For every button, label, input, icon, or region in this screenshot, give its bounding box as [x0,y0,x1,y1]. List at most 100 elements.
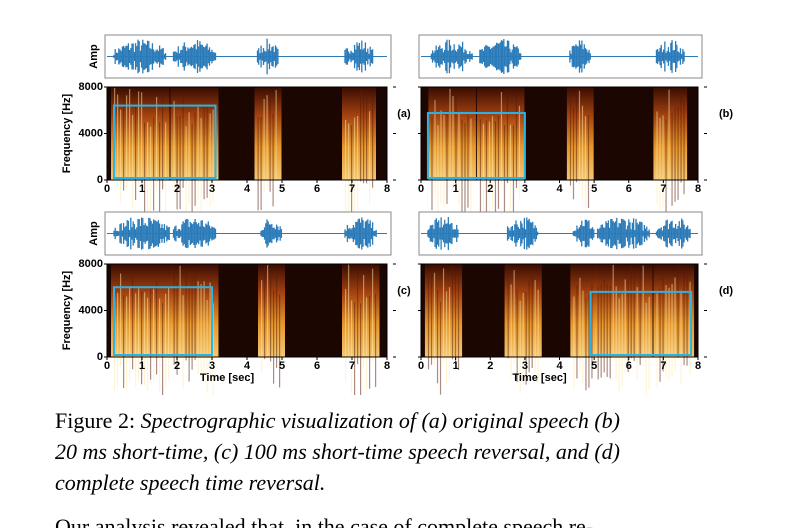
x-tick-label: 0 [104,360,110,372]
spectrogram-streak [584,116,587,210]
x-tick-label: 3 [522,183,528,195]
spectrogram-streak [443,115,445,209]
spectrogram-streak [129,287,131,381]
y-tick-label: 8000 [79,258,103,270]
x-tick-label: 0 [418,183,424,195]
x-tick-label: 6 [626,183,632,195]
x-tick-label: 3 [209,360,215,372]
spectrogram-streak [263,98,265,192]
spectrogram-streak [591,285,593,379]
spectrogram-streak [354,302,356,395]
spectrogram-streak [209,113,211,207]
spectrogram-streak [159,122,161,216]
spectrogram-streak [206,104,208,198]
spectrogram-streak [627,278,629,372]
caption-text: Spectrographic visualization of (a) orig… [140,408,621,433]
spectrogram-band [653,87,688,180]
spectrogram-streak [203,106,205,200]
y-axis-label: Frequency [Hz] [61,93,73,173]
spectrogram-band [566,87,594,180]
spectrogram-streak [276,274,278,368]
spectrogram-streak [264,266,266,360]
spectrogram-streak [123,295,125,389]
y-tick-label: 4000 [79,127,103,139]
spectrogram-streak [537,289,539,383]
x-tick-label: 0 [418,360,424,372]
spectrogram-streak [513,270,515,364]
spectrogram-streak [360,88,362,182]
spectrogram-streak [648,296,650,390]
spectrogram-streak [603,279,605,373]
spectrogram-streak [197,106,199,200]
spectrogram-streak [129,89,131,183]
spectrogram-streak [470,118,472,212]
spectrogram-band [111,87,170,180]
x-tick-label: 4 [244,183,251,195]
spectrogram-streak [372,94,374,188]
spectrogram-streak [257,117,259,211]
spectrogram-streak [494,121,497,215]
spectrogram-streak [272,113,274,207]
spectrogram-streak [185,126,187,220]
spectrogram-streak [528,279,530,373]
spectrogram-streak [266,95,268,189]
x-tick-label: 6 [314,360,320,372]
spectrogram-streak [197,281,199,375]
spectrogram-streak [135,293,137,387]
spectrogram-streak [203,281,205,375]
spectrogram-streak [433,272,436,366]
spectrogram-streak [191,276,193,370]
panel-label: (d) [719,285,733,297]
spectrogram-streak [454,270,457,364]
spectrogram-streak [440,110,442,204]
spectrogram-streak [165,122,167,216]
spectrogram-streak [659,288,661,382]
spectrogram-band [258,264,285,357]
spectrogram-streak [188,288,190,382]
spectrogram-streak [369,111,371,205]
spectrogram-streak [144,122,146,216]
spectrogram-streak [162,96,164,190]
spectrogram-streak [587,115,590,209]
x-tick-label: 6 [626,360,632,372]
x-tick-label: 4 [244,360,251,372]
spectrogram-streak [633,267,635,361]
highlight-box [113,104,217,179]
spectrogram-streak [674,277,676,371]
spectrogram-streak [671,284,673,378]
spectrogram-streak [680,290,682,384]
spectrogram-streak [431,117,433,211]
spectrogram-streak [665,119,667,213]
x-tick-label: 5 [591,183,597,195]
x-tick-label: 4 [556,360,563,372]
x-tick-label: 3 [522,360,528,372]
spectrogram-streak [662,278,664,372]
spectrogram-band [594,264,653,357]
spectrogram-streak [662,115,664,209]
spectrogram-streak [507,265,509,359]
x-axis-label: Time [sec] [200,372,255,384]
spectrogram-streak [156,281,158,375]
spectrogram-streak [212,303,214,395]
spectrogram-streak [518,105,521,199]
body-text: Our analysis revealed that, in the case … [55,514,594,528]
spectrogram-streak [609,285,611,379]
spectrogram-streak [117,94,119,188]
x-tick-label: 1 [139,360,145,372]
x-tick-label: 5 [591,360,597,372]
spectrogram-streak [126,95,128,189]
x-tick-label: 8 [695,183,701,195]
x-tick-label: 7 [349,183,355,195]
spectrogram-streak [159,298,161,392]
spectrogram-streak [194,112,196,206]
spectrogram-streak [126,296,128,390]
x-tick-label: 6 [314,183,320,195]
spectrogram-streak [452,95,454,189]
y-tick-label: 0 [97,174,103,186]
x-axis-label: Time [sec] [512,372,567,384]
spectrogram-streak [147,297,149,391]
spectrogram-streak [588,294,590,388]
spectrogram-streak [279,294,281,388]
x-tick-label: 3 [209,183,215,195]
spectrogram-streak [461,119,463,213]
